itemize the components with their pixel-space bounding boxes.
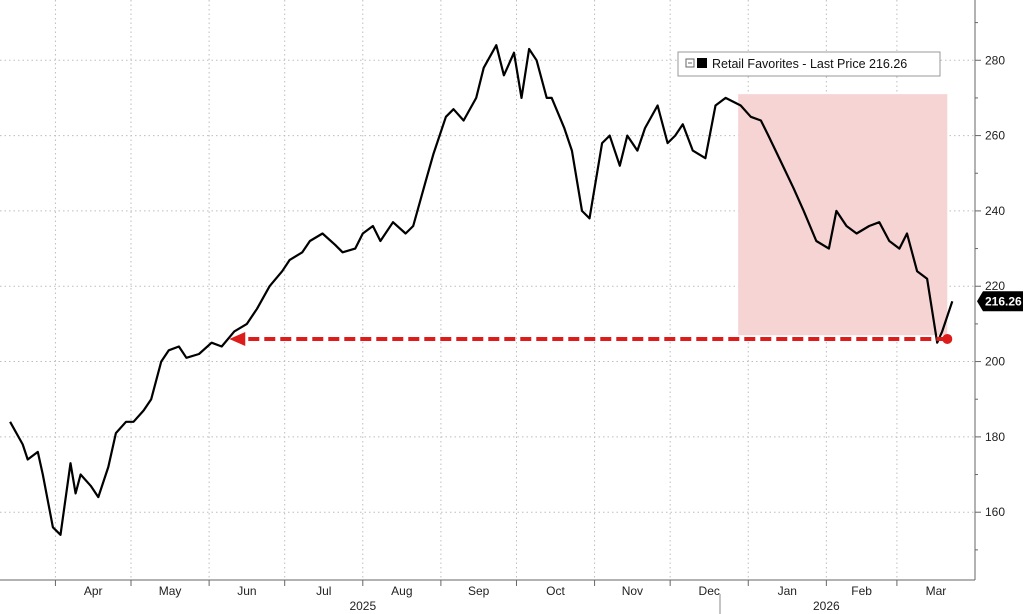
y-tick-label: 280 (985, 53, 1005, 67)
x-tick-label: Jun (237, 584, 256, 598)
y-tick-label: 260 (985, 129, 1005, 143)
last-price-tag: 216.26 (977, 291, 1023, 312)
y-tick-label: 240 (985, 204, 1005, 218)
x-tick-label: Jan (778, 584, 797, 598)
x-tick-label: Oct (546, 584, 565, 598)
year-label-2025: 2025 (349, 599, 376, 613)
legend-swatch (697, 58, 707, 68)
x-tick-label: May (159, 584, 182, 598)
x-tick-label: Jul (316, 584, 331, 598)
series-line-retail-favorites (9, 44, 954, 536)
y-tick-label: 220 (985, 279, 1005, 293)
last-price-tag-background (977, 291, 1023, 312)
red-arrow-annotation (229, 331, 953, 346)
legend-series-value: 216.26 (869, 57, 907, 71)
x-tick-label: Sep (468, 584, 490, 598)
last-price-tag-text: 216.26 (985, 294, 1022, 308)
x-tick-label: Feb (851, 584, 872, 598)
x-tick-label: Mar (926, 584, 947, 598)
y-axis-ticks: 160 180 200 220 240 260 280 (975, 22, 1005, 551)
legend: Retail Favorites - Last Price 216.26 (677, 51, 941, 77)
red-arrow-head (229, 331, 246, 346)
x-tick-label: Dec (699, 584, 720, 598)
y-tick-label: 180 (985, 430, 1005, 444)
x-tick-label: Apr (84, 584, 103, 598)
x-tick-label: Nov (622, 584, 643, 598)
legend-box (677, 51, 941, 77)
y-tick-label: 160 (985, 505, 1005, 519)
red-end-dot (942, 333, 953, 344)
year-label-2026: 2026 (813, 599, 840, 613)
y-tick-label: 200 (985, 355, 1005, 369)
legend-series-name: Retail Favorites - Last Price (712, 57, 866, 71)
legend-toggle-icon[interactable] (685, 58, 695, 68)
x-axis-ticks: Apr May Jun Jul Aug Sep Oct Nov Dec Jan Feb Mar (54, 580, 947, 598)
shaded-region (738, 94, 948, 336)
legend-label: Retail Favorites - Last Price 216.26 (712, 57, 907, 71)
x-tick-label: Aug (391, 584, 412, 598)
